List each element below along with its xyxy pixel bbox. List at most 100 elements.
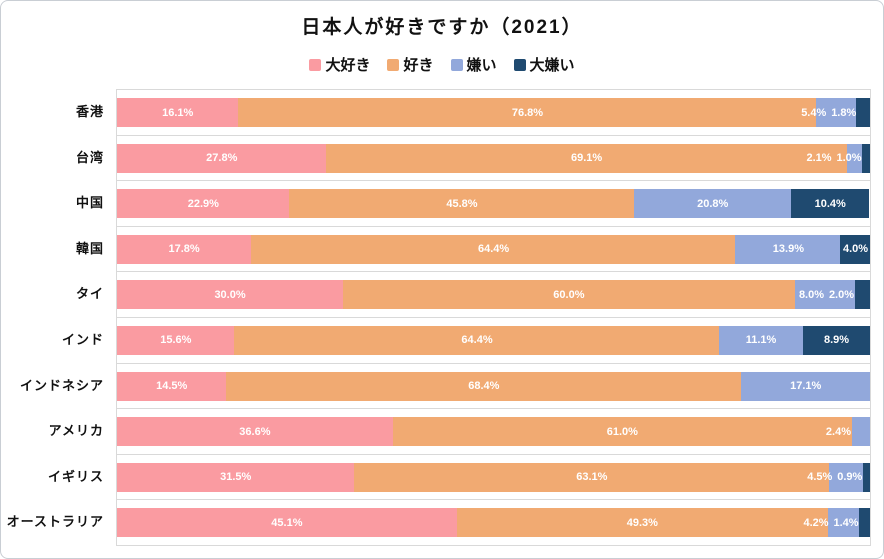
value-label: 1.0% — [836, 152, 862, 165]
bar-segment-hate — [839, 234, 870, 264]
value-label: 45.1% — [271, 516, 303, 529]
category-label: 韓国 — [75, 240, 104, 256]
value-label: 4.2% — [803, 516, 829, 529]
value-label: 8.9% — [823, 334, 850, 347]
category-label: アメリカ — [48, 423, 104, 439]
category-label: 中国 — [75, 195, 104, 211]
legend-label: 大好き — [325, 57, 371, 74]
bar-row: 31.5% 63.1% 4.5% 0.9% — [117, 453, 870, 500]
bar-row: 16.1% 76.8% 5.4% 1.8% — [117, 89, 871, 135]
value-label: 61.0% — [606, 425, 638, 438]
stacked-bar: 16.1% 76.8% 5.4% 1.8% — [117, 98, 871, 127]
value-label: 8.0% — [798, 288, 825, 301]
value-label: 2.4% — [825, 425, 851, 438]
legend-swatch-love — [309, 58, 322, 71]
value-label: 17.8% — [168, 243, 200, 256]
plot-area: 16.1% 76.8% 5.4% 1.8% 27.8% 69.1% 2.1% 1.0% 22.9… — [116, 89, 871, 546]
bar-segment-dislike — [815, 98, 857, 127]
stacked-bar: 22.9% 45.8% 20.8% 10.4% — [117, 189, 870, 219]
value-label: 0.9% — [837, 471, 863, 484]
category-label: オーストラリア — [6, 514, 104, 530]
legend-label: 好き — [403, 57, 434, 74]
bar-segment-dislike — [634, 189, 791, 219]
stacked-bar: 17.8% 64.4% 13.9% 4.0% — [117, 234, 870, 264]
bar-segment-love — [117, 143, 327, 173]
bar-segment-dislike — [719, 325, 803, 355]
bar-segment-dislike — [735, 234, 840, 264]
value-label: 1.8% — [831, 106, 857, 119]
value-label: 15.6% — [160, 334, 192, 347]
legend-item-like: 好き — [387, 54, 434, 75]
bar-segment-like — [234, 325, 720, 355]
legend-swatch-dislike — [450, 58, 463, 71]
bar-row: 45.1% 49.3% 4.2% 1.4% — [117, 499, 870, 545]
stacked-bar: 36.6% 61.0% 2.4% — [117, 417, 870, 447]
stacked-bar: 45.1% 49.3% 4.2% 1.4% — [117, 508, 870, 538]
value-label: 60.0% — [553, 288, 585, 301]
value-label: 11.1% — [745, 334, 777, 347]
bar-segment-love — [117, 189, 290, 219]
bar-segment-like — [250, 234, 736, 264]
value-label: 36.6% — [239, 425, 271, 438]
bar-segment-hate — [862, 143, 870, 173]
legend-item-dislike: 嫌い — [450, 54, 497, 75]
category-label: 台湾 — [75, 149, 104, 165]
bar-row: 27.8% 69.1% 2.1% 1.0% — [117, 134, 870, 181]
bar-segment-like — [326, 143, 847, 173]
bar-segment-like — [289, 189, 635, 219]
value-label: 31.5% — [220, 471, 252, 484]
bar-segment-like — [342, 280, 795, 310]
bar-row: 22.9% 45.8% 20.8% 10.4% — [117, 180, 870, 226]
bar-segment-love — [117, 98, 239, 127]
bar-segment-like — [238, 98, 816, 127]
bar-segment-hate — [790, 189, 870, 219]
bar-segment-dislike — [829, 462, 864, 492]
value-label: 20.8% — [697, 197, 729, 210]
value-label: 64.4% — [478, 243, 510, 256]
bar-segment-love — [117, 508, 457, 538]
bar-segment-dislike — [851, 417, 870, 447]
bar-row: 17.8% 64.4% 13.9% 4.0% — [117, 225, 870, 272]
category-label: タイ — [75, 286, 104, 302]
value-label: 16.1% — [162, 106, 194, 119]
legend-item-love: 大好き — [309, 54, 370, 75]
bar-segment-like — [456, 508, 828, 538]
bar-segment-love — [117, 234, 251, 264]
stacked-bar: 30.0% 60.0% 8.0% 2.0% — [117, 280, 870, 310]
bar-segment-dislike — [827, 508, 860, 538]
value-label: 76.8% — [511, 106, 544, 119]
category-label: イギリス — [47, 468, 104, 484]
legend-item-hate: 大嫌い — [513, 54, 575, 75]
value-label: 27.8% — [206, 152, 238, 165]
bar-row: 36.6% 61.0% 2.4% — [117, 408, 870, 454]
bar-row: 14.5% 68.4% 17.1% — [117, 362, 870, 409]
bar-segment-like — [226, 371, 742, 401]
value-label: 10.4% — [814, 197, 846, 210]
category-axis: 香港 台湾 中国 韓国 タイ インド インドネシア アメリカ イギリス オーストラリア — [1, 89, 104, 545]
legend-swatch-hate — [513, 58, 526, 71]
bar-segment-love — [117, 325, 235, 355]
value-label: 17.1% — [790, 380, 822, 393]
value-label: 68.4% — [468, 380, 500, 393]
value-label: 64.4% — [461, 334, 493, 347]
value-label: 63.1% — [576, 471, 608, 484]
legend-label: 嫌い — [466, 57, 497, 74]
bar-segment-love — [117, 417, 393, 447]
value-label: 1.4% — [833, 516, 859, 529]
bar-segment-hate — [802, 325, 870, 355]
bar-segment-hate — [863, 462, 870, 492]
legend: 大好き 好き 嫌い 大嫌い — [1, 54, 883, 75]
legend-swatch-like — [387, 58, 400, 71]
bar-segment-hate — [856, 98, 871, 127]
value-label: 2.1% — [806, 152, 832, 165]
value-label: 13.9% — [772, 243, 804, 256]
value-label: 5.4% — [801, 106, 827, 119]
value-label: 22.9% — [187, 197, 219, 210]
bar-segment-love — [117, 371, 227, 401]
bar-segment-love — [117, 462, 355, 492]
category-label: 香港 — [75, 104, 104, 119]
value-label: 69.1% — [570, 152, 603, 165]
bar-segment-dislike — [794, 280, 855, 310]
bar-row: 15.6% 64.4% 11.1% 8.9% — [117, 316, 870, 363]
